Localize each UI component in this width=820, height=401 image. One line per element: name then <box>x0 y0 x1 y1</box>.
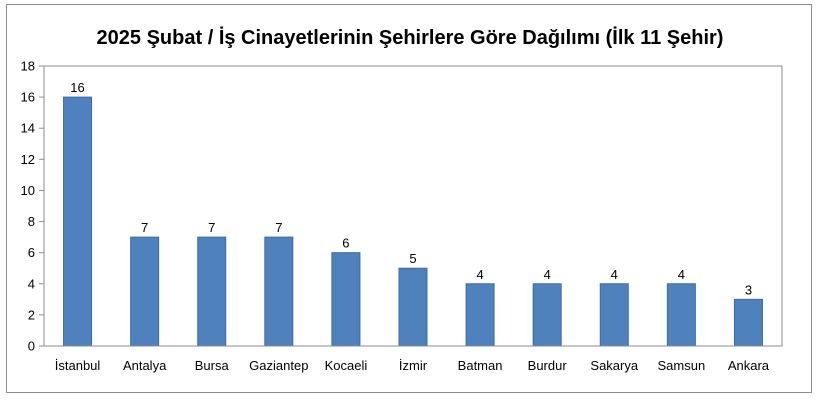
bar <box>130 236 160 347</box>
data-label: 16 <box>70 80 84 95</box>
x-tick-label: Bursa <box>195 358 230 373</box>
bar <box>264 236 294 347</box>
bar <box>197 236 227 347</box>
x-tick-label: İstanbul <box>55 358 101 373</box>
y-tick-label: 14 <box>21 121 35 136</box>
x-tick-label: Gaziantep <box>249 358 308 373</box>
bar <box>63 96 93 347</box>
y-tick-label: 18 <box>21 59 35 74</box>
x-tick-label: Kocaeli <box>325 358 368 373</box>
x-tick-label: İzmir <box>399 358 428 373</box>
y-tick-label: 0 <box>28 339 35 354</box>
y-tick-label: 12 <box>21 152 35 167</box>
data-label: 4 <box>678 267 685 282</box>
data-label: 4 <box>476 267 483 282</box>
data-label: 7 <box>275 220 282 235</box>
data-label: 5 <box>409 251 416 266</box>
y-tick-label: 8 <box>28 214 35 229</box>
y-tick-label: 16 <box>21 90 35 105</box>
x-tick-label: Burdur <box>528 358 568 373</box>
bar <box>465 283 495 347</box>
x-tick-label: Samsun <box>658 358 706 373</box>
x-tick-label: Batman <box>458 358 503 373</box>
data-label: 3 <box>745 282 752 297</box>
x-tick-label: Sakarya <box>590 358 638 373</box>
data-label: 4 <box>611 267 618 282</box>
bar <box>398 267 428 347</box>
bar <box>733 298 763 347</box>
bar <box>331 252 361 347</box>
data-label: 7 <box>141 220 148 235</box>
data-label: 4 <box>544 267 551 282</box>
x-tick-label: Ankara <box>728 358 770 373</box>
y-tick-label: 4 <box>28 276 35 291</box>
plot-area: 0 2 4 6 8 10 12 14 16 18 16 İstanbul 7 Antalya 7 Bursa 7… <box>21 59 783 373</box>
data-label: 6 <box>342 236 349 251</box>
data-label: 7 <box>208 220 215 235</box>
x-tick-label: Antalya <box>123 358 167 373</box>
y-tick-label: 6 <box>28 245 35 260</box>
bar <box>532 283 562 347</box>
chart-title: 2025 Şubat / İş Cinayetlerinin Şehirlere… <box>97 26 724 49</box>
bar <box>666 283 696 347</box>
y-tick-label: 2 <box>28 307 35 322</box>
bar <box>599 283 629 347</box>
y-tick-label: 10 <box>21 183 35 198</box>
